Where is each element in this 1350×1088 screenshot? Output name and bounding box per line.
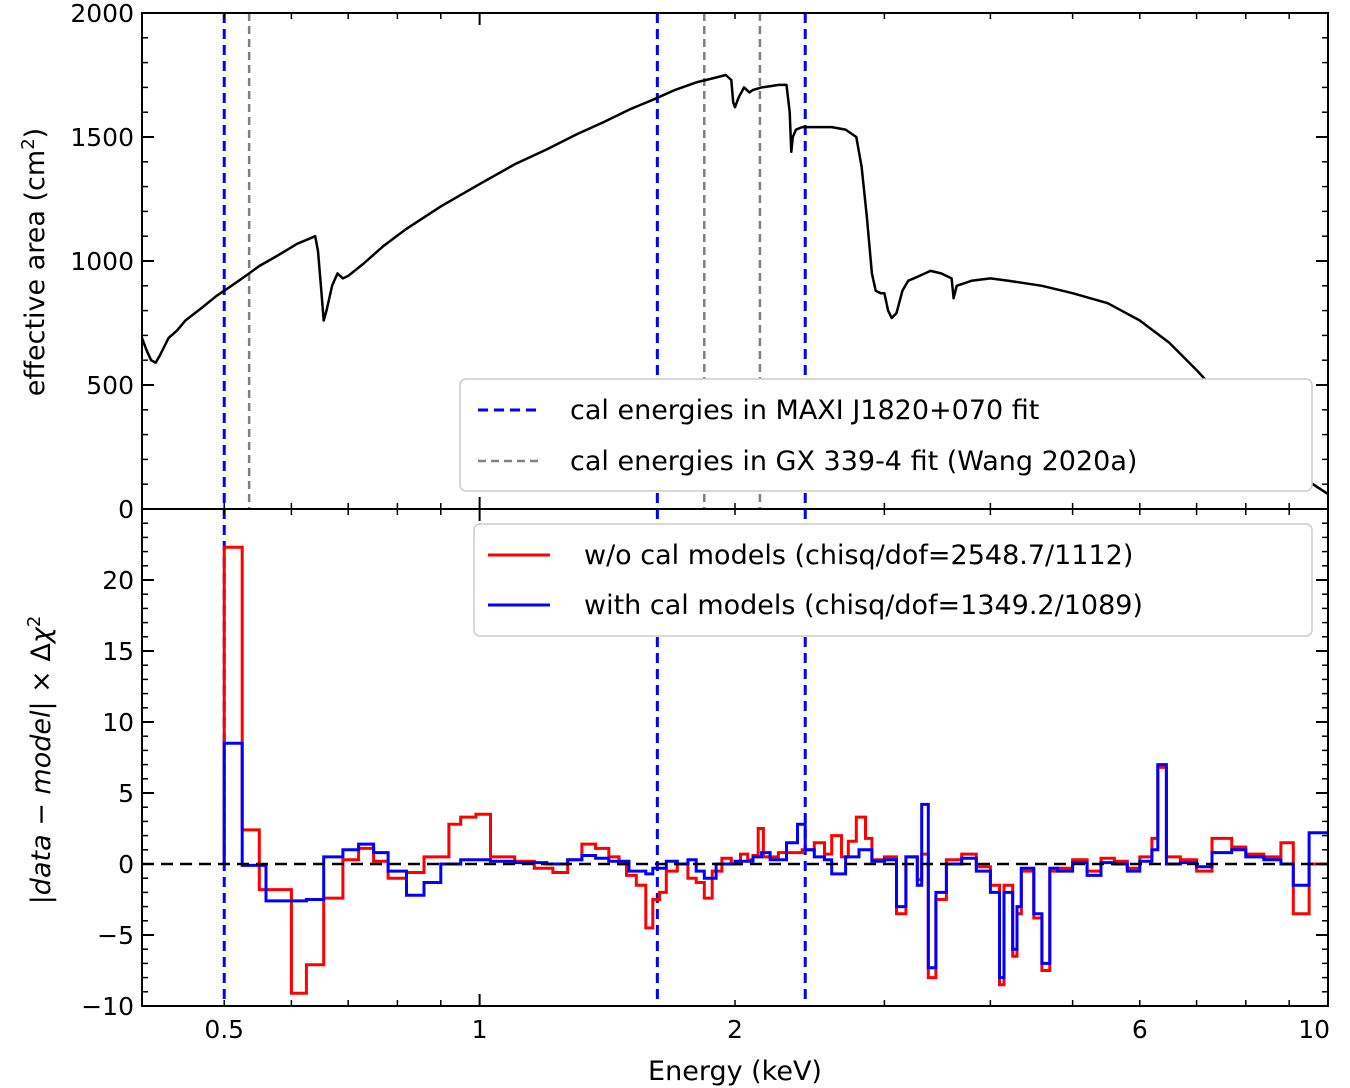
xlabel: Energy (keV)	[648, 1056, 822, 1087]
legend-label-maxi: cal energies in MAXI J1820+070 fit	[570, 395, 1039, 426]
xtick-label-2: 2	[727, 1015, 743, 1044]
legend-label-gx: cal energies in GX 339-4 fit (Wang 2020a…	[570, 446, 1137, 477]
top-ytick-label-1: 500	[86, 371, 134, 400]
legend-label-wo-cal: w/o cal models (chisq/dof=2548.7/1112)	[584, 540, 1133, 571]
top-ytick-label-4: 2000	[70, 0, 134, 28]
xtick-label-1: 1	[472, 1015, 488, 1044]
effective-area-curve	[140, 73, 1329, 496]
bottom-ytick-label-4: 10	[102, 708, 134, 737]
bottom-ytick-label-3: 5	[118, 779, 134, 808]
bottom-ytick-label-2: 0	[118, 850, 134, 879]
residual-series-with-cal	[222, 741, 1328, 980]
residual-series-wo-cal	[222, 545, 1328, 995]
bottom-ylabel: |data − model| × Δχ2	[24, 616, 57, 905]
bottom-ytick-label-5: 15	[102, 637, 134, 666]
top-ylabel: effective area (cm2)	[18, 128, 51, 396]
bottom-ytick-label-0: −10	[81, 992, 134, 1021]
bottom-ytick-label-1: −5	[97, 921, 134, 950]
top-ytick-label-0: 0	[118, 495, 134, 524]
top-ytick-label-2: 1000	[70, 247, 134, 276]
top-legend: cal energies in MAXI J1820+070 fit cal e…	[459, 378, 1313, 492]
xtick-label-0: 0.5	[204, 1015, 244, 1044]
top-ytick-label-3: 1500	[70, 123, 134, 152]
top-legend-box	[459, 378, 1313, 492]
top-panel: 0 500 1000 1500 2000 cal energies in MAXI J1…	[18, 0, 1329, 524]
legend-label-with-cal: with cal models (chisq/dof=1349.2/1089)	[584, 590, 1143, 621]
xtick-label-3: 6	[1132, 1015, 1148, 1044]
bottom-panel: −10 −5 0 5 10 15 20 0.5 1 2 6 10 w/o cal models (ch…	[24, 508, 1330, 1087]
xtick-label-4: 10	[1298, 1015, 1330, 1044]
bottom-axes-frame	[141, 508, 1329, 1007]
bottom-legend: w/o cal models (chisq/dof=2548.7/1112) w…	[473, 523, 1313, 637]
bottom-legend-box	[473, 523, 1313, 637]
bottom-ytick-label-6: 20	[102, 566, 134, 595]
